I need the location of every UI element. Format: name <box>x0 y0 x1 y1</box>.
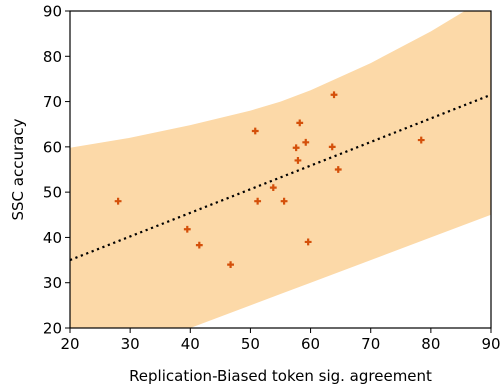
data-point <box>330 91 338 99</box>
data-point <box>280 197 288 205</box>
plot-frame <box>69 10 492 329</box>
data-point <box>254 197 262 205</box>
data-point <box>195 241 203 249</box>
y-tick-label: 70 <box>43 93 62 111</box>
y-tick-label: 30 <box>43 274 62 292</box>
data-point <box>302 138 310 146</box>
data-point <box>227 261 234 268</box>
data-point <box>417 136 425 144</box>
x-axis-label: Replication-Biased token sig. agreement <box>129 367 432 385</box>
confidence-band <box>70 11 491 328</box>
y-tick-label: 60 <box>43 138 62 156</box>
y-tick-label: 80 <box>43 48 62 66</box>
data-point <box>304 238 312 246</box>
data-point <box>269 184 277 192</box>
data-point <box>114 197 122 205</box>
x-tick-label: 50 <box>241 335 260 353</box>
data-point <box>296 119 304 127</box>
y-tick-label: 20 <box>43 320 62 338</box>
x-tick-label: 60 <box>301 335 320 353</box>
y-axis-label: SSC accuracy <box>9 118 27 220</box>
x-tick-label: 40 <box>181 335 200 353</box>
y-tick-label: 90 <box>43 3 62 21</box>
x-tick-label: 20 <box>60 335 79 353</box>
x-tick-label: 90 <box>481 335 500 353</box>
y-tick-label: 50 <box>43 184 62 202</box>
x-axis: 20 30 40 50 60 70 80 90 <box>60 328 501 353</box>
x-tick-label: 30 <box>121 335 140 353</box>
data-point <box>328 143 336 151</box>
y-axis: 20 30 40 50 60 70 80 90 <box>43 3 70 338</box>
data-point <box>292 144 300 152</box>
data-point <box>251 127 259 135</box>
data-point <box>294 157 302 164</box>
x-tick-label: 70 <box>361 335 380 353</box>
data-point <box>334 166 342 173</box>
x-tick-label: 80 <box>421 335 440 353</box>
y-tick-label: 40 <box>43 229 62 247</box>
data-point <box>183 225 191 233</box>
